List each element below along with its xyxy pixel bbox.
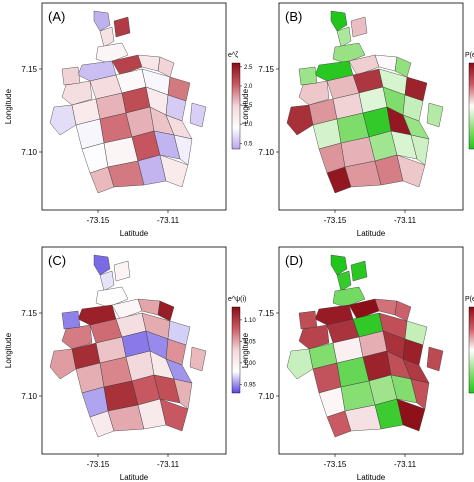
x-tick-label: -73.11	[157, 460, 180, 469]
map-parcel	[426, 346, 444, 372]
panel-a: (A) 7.15 7.10 Longitude -73.15 -73.11 Latitude…	[4, 2, 253, 238]
legend-tick-label: 0.5	[244, 141, 253, 147]
map-parcel	[61, 310, 81, 330]
map-parcels	[286, 10, 444, 194]
y-tick-label: 7.10	[21, 148, 37, 157]
map-parcels	[49, 10, 207, 194]
y-tick-label: 7.10	[258, 148, 274, 157]
x-axis-label: Latitude	[120, 473, 149, 482]
map-parcel	[332, 42, 366, 64]
y-tick-label: 7.15	[21, 65, 37, 74]
map-parcel	[95, 286, 129, 308]
legend-tick-label: 2.5	[244, 65, 253, 71]
x-axis-label: Latitude	[120, 229, 149, 238]
y-axis-label: Longitude	[4, 88, 13, 124]
panel-label: (D)	[285, 253, 303, 268]
legend-tick-label: 1.5	[244, 103, 253, 109]
panel-label: (C)	[48, 253, 66, 268]
map-parcel	[61, 324, 93, 350]
legend-title: e^ψ(i)	[228, 296, 246, 303]
map-parcel	[113, 16, 131, 38]
map-parcel	[49, 348, 77, 380]
legend-tick-label: 1.0	[244, 122, 253, 128]
map-parcel	[99, 270, 115, 292]
map-parcel	[350, 16, 368, 38]
x-tick-label: -73.15	[87, 460, 110, 469]
y-axis-label: Longitude	[4, 332, 13, 368]
map-parcel	[159, 398, 189, 432]
legend-tick-label: 1.00	[244, 361, 256, 367]
map-parcel	[298, 310, 318, 330]
map-parcel	[330, 254, 348, 276]
legend-title: P(e^ψ(i)>1|O)	[465, 296, 474, 303]
x-tick-label: -73.15	[87, 216, 110, 225]
y-tick-label: 7.10	[21, 392, 37, 401]
map-parcel	[336, 270, 352, 292]
map-parcel	[298, 66, 318, 86]
map-parcel	[286, 348, 314, 380]
legend-title: P(e^ζ>1|O)	[465, 52, 474, 59]
y-tick-label: 7.15	[258, 309, 274, 318]
map-parcel	[189, 346, 207, 372]
y-tick-label: 7.10	[258, 392, 274, 401]
x-tick-label: -73.11	[394, 460, 417, 469]
panel-b: (B) 7.15 7.10 Longitude -73.15 -73.11 Latitude…	[241, 2, 474, 238]
panel-c: (C) 7.15 7.10 Longitude -73.15 -73.11 Latitude…	[4, 246, 256, 482]
map-parcels	[49, 254, 207, 438]
x-tick-label: -73.15	[324, 460, 347, 469]
map-parcel	[332, 286, 366, 308]
map-parcel	[426, 102, 444, 128]
legend-colorbar	[468, 306, 474, 394]
map-parcel	[350, 260, 368, 282]
map-parcel	[396, 398, 426, 432]
legend-tick-label: 2.0	[244, 84, 253, 90]
panel-label: (B)	[285, 9, 302, 24]
map-parcel	[298, 80, 330, 106]
x-axis-label: Latitude	[357, 473, 386, 482]
x-tick-label: -73.11	[157, 216, 180, 225]
y-tick-label: 7.15	[21, 309, 37, 318]
panel-label: (A)	[48, 9, 65, 24]
legend-title: e^ζ	[228, 52, 238, 59]
legend-tick-label: 0.95	[244, 382, 256, 388]
legend-tick-label: 1.10	[244, 318, 256, 324]
x-tick-label: -73.11	[394, 216, 417, 225]
panel-d: (D) 7.15 7.10 Longitude -73.15 -73.11 Latitude…	[241, 246, 474, 482]
y-axis-label: Longitude	[241, 88, 250, 124]
y-axis-label: Longitude	[241, 332, 250, 368]
legend-colorbar	[231, 62, 241, 150]
map-parcel	[113, 260, 131, 282]
map-parcel	[99, 26, 115, 48]
legend-colorbar	[231, 306, 241, 394]
x-axis-label: Latitude	[357, 229, 386, 238]
map-parcel	[95, 42, 129, 64]
map-parcel	[298, 324, 330, 350]
map-parcel	[286, 104, 314, 136]
legend-colorbar	[468, 62, 474, 150]
map-parcels	[286, 254, 444, 438]
map-parcel	[93, 254, 111, 276]
legend-tick-label: 1.05	[244, 339, 256, 345]
map-parcel	[396, 154, 426, 188]
map-parcel	[49, 104, 77, 136]
map-parcel	[61, 66, 81, 86]
map-parcel	[330, 10, 348, 32]
map-parcel	[189, 102, 207, 128]
x-tick-label: -73.15	[324, 216, 347, 225]
map-parcel	[61, 80, 93, 106]
map-parcel	[336, 26, 352, 48]
map-parcel	[159, 154, 189, 188]
y-tick-label: 7.15	[258, 65, 274, 74]
map-parcel	[93, 10, 111, 32]
